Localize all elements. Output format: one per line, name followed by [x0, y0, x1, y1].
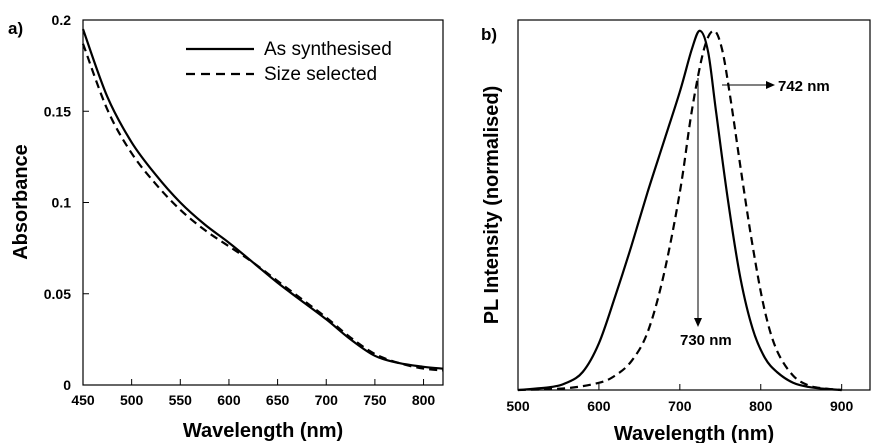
x-tick-label: 900 — [830, 398, 854, 414]
panel-a-y-ticks: 0 0.05 0.1 0.15 0.2 — [44, 12, 89, 393]
x-tick-label: 500 — [506, 398, 530, 414]
panel-a-y-axis-label: Absorbance — [10, 144, 32, 260]
panel-b-plot — [517, 29, 842, 392]
panel-a-plot — [81, 28, 444, 372]
series-line-2 — [517, 29, 842, 392]
panel-a-frame — [82, 19, 444, 386]
panel-a-label: a) — [8, 19, 23, 38]
x-tick-label: 550 — [169, 392, 193, 408]
x-tick-label: 600 — [217, 392, 241, 408]
x-tick-label: 500 — [120, 392, 144, 408]
y-tick-label: 0.2 — [52, 12, 72, 28]
panel-b-annotations: 730 nm 742 nm — [680, 78, 830, 349]
panel-b-label: b) — [481, 25, 497, 44]
panel-a-legend: As synthesised Size selected — [186, 39, 392, 85]
panel-b-frame — [517, 19, 871, 391]
x-tick-label: 700 — [668, 398, 692, 414]
x-tick-label: 800 — [412, 392, 436, 408]
y-tick-label: 0.05 — [44, 286, 71, 302]
y-tick-label: 0.1 — [52, 195, 72, 211]
panel-b-x-axis-label: Wavelength (nm) — [614, 423, 774, 443]
y-tick-label: 0 — [63, 377, 71, 393]
panel-b: b) 500 600 700 800 900 Wavelength (nm) PL In… — [481, 19, 871, 443]
panel-a-x-ticks: 450 500 550 600 650 700 750 800 — [71, 379, 435, 408]
legend-label-as-synthesised: As synthesised — [264, 39, 392, 60]
annotation-730nm: 730 nm — [680, 332, 732, 349]
peak-730-arrowhead — [694, 318, 702, 327]
series-line-1 — [81, 28, 444, 370]
panel-b-x-ticks: 500 600 700 800 900 — [506, 384, 854, 414]
series-line-2 — [81, 43, 444, 372]
x-tick-label: 750 — [363, 392, 387, 408]
x-tick-label: 700 — [315, 392, 339, 408]
panel-b-y-axis-label: PL Intensity (normalised) — [481, 86, 503, 325]
x-tick-label: 650 — [266, 392, 290, 408]
legend-label-size-selected: Size selected — [264, 64, 377, 85]
annotation-742nm: 742 nm — [778, 78, 830, 95]
panel-a: a) 0 0.05 0.1 0.15 0.2 450 500 550 600 650 700 750… — [8, 12, 444, 442]
x-tick-label: 450 — [71, 392, 95, 408]
peak-742-arrowhead — [766, 81, 775, 89]
x-tick-label: 800 — [749, 398, 773, 414]
series-line-1 — [517, 29, 842, 392]
x-tick-label: 600 — [587, 398, 611, 414]
panel-a-x-axis-label: Wavelength (nm) — [183, 420, 343, 442]
y-tick-label: 0.15 — [44, 103, 71, 119]
